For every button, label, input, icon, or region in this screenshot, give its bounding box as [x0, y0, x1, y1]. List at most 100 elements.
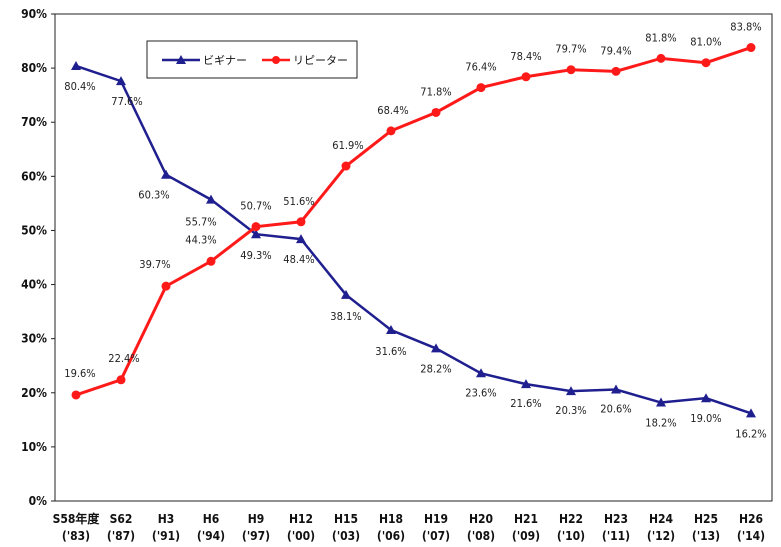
legend-marker-beginner [176, 55, 186, 64]
data-label-repeater: 51.6% [283, 195, 314, 208]
data-label-repeater: 68.4% [377, 104, 408, 117]
x-tick-sublabel: ('08) [467, 529, 495, 543]
data-label-beginner: 31.6% [375, 345, 406, 358]
data-point-beginner [71, 60, 81, 70]
x-tick-sublabel: ('87) [107, 529, 135, 543]
x-tick-label: H24 [649, 512, 674, 526]
data-label-repeater: 76.4% [465, 61, 496, 74]
data-label-beginner: 77.6% [111, 95, 142, 108]
x-tick-label: H25 [694, 512, 718, 526]
x-tick-sublabel: ('00) [287, 529, 315, 543]
x-tick-label: H23 [604, 512, 628, 526]
data-point-beginner [296, 234, 306, 244]
y-tick-label: 50% [21, 223, 47, 237]
data-label-repeater: 44.3% [185, 233, 216, 246]
data-label-repeater: 79.7% [555, 43, 586, 56]
x-tick-sublabel: ('12) [647, 529, 675, 543]
axes [51, 13, 773, 502]
data-point-repeater [341, 161, 351, 171]
data-label-repeater: 19.6% [64, 367, 95, 380]
data-point-beginner [206, 194, 216, 204]
data-point-repeater [206, 256, 216, 266]
x-tick-sublabel: ('09) [512, 529, 540, 543]
data-label-repeater: 78.4% [510, 50, 541, 63]
data-point-repeater [476, 83, 486, 93]
x-tick-label: H21 [514, 512, 538, 526]
data-label-beginner: 23.6% [465, 386, 496, 399]
x-tick-sublabel: ('06) [377, 529, 405, 543]
data-point-repeater [611, 66, 621, 76]
x-tick-sublabel: ('13) [692, 529, 720, 543]
data-point-repeater [431, 107, 441, 117]
y-tick-label: 40% [21, 278, 47, 292]
data-label-repeater: 22.4% [108, 352, 139, 365]
data-label-beginner: 38.1% [330, 310, 361, 323]
x-tick-sublabel: ('83) [62, 529, 90, 543]
data-label-beginner: 16.2% [735, 427, 766, 440]
data-point-beginner [341, 289, 351, 299]
data-label-beginner: 55.7% [185, 216, 216, 229]
data-point-repeater [701, 58, 711, 68]
data-label-beginner: 20.6% [600, 403, 631, 416]
y-tick-label: 60% [21, 169, 47, 183]
data-label-repeater: 81.0% [690, 36, 721, 49]
data-point-repeater [386, 126, 396, 136]
series-lines [75, 46, 752, 415]
data-label-beginner: 19.0% [690, 412, 721, 425]
x-tick-sublabel: ('10) [557, 529, 585, 543]
data-point-beginner [521, 379, 531, 389]
data-label-repeater: 61.9% [332, 139, 363, 152]
data-label-repeater: 39.7% [139, 258, 170, 271]
series-line-repeater [75, 46, 752, 397]
data-label-repeater: 71.8% [420, 85, 451, 98]
data-label-beginner: 21.6% [510, 397, 541, 410]
data-point-beginner [251, 229, 261, 239]
data-label-repeater: 81.8% [645, 31, 676, 44]
data-point-beginner [656, 397, 666, 407]
x-tick-sublabel: ('11) [602, 529, 630, 543]
x-tick-label: S62 [110, 512, 133, 526]
x-tick-label: H20 [469, 512, 493, 526]
data-point-repeater [746, 43, 756, 53]
y-tick-labels: 0% 10% 20% 30% 40% 50% 60% 70% 80% 90% [21, 7, 47, 508]
y-tick-label: 80% [21, 61, 47, 75]
legend-marker-repeater [272, 56, 280, 64]
data-label-repeater: 50.7% [240, 200, 271, 213]
series-line-beginner [75, 64, 752, 415]
y-tick-label: 30% [21, 332, 47, 346]
x-tick-label: H6 [203, 512, 220, 526]
legend-label-beginner: ビギナー [203, 54, 247, 67]
data-point-beginner [746, 408, 756, 418]
data-label-beginner: 20.3% [555, 404, 586, 417]
x-tick-sublabel: ('91) [152, 529, 180, 543]
data-point-beginner [701, 393, 711, 403]
x-tick-sublabel: ('97) [242, 529, 270, 543]
x-tick-sublabel: ('94) [197, 529, 225, 543]
x-tick-label: S58年度 [53, 511, 101, 526]
data-label-beginner: 18.2% [645, 417, 676, 430]
x-tick-label: H9 [248, 512, 265, 526]
x-tick-labels: S58年度 ('83) S62 ('87) H3 ('91) H6 ('94) H9 ('97) H… [53, 511, 766, 543]
data-point-beginner [611, 384, 621, 394]
y-tick-label: 70% [21, 115, 47, 129]
data-point-repeater [116, 375, 126, 385]
x-tick-label: H19 [424, 512, 448, 526]
y-tick-label: 90% [21, 7, 47, 21]
data-point-beginner [386, 325, 396, 335]
data-point-repeater [521, 72, 531, 82]
y-tick-label: 20% [21, 386, 47, 400]
x-tick-label: H18 [379, 512, 403, 526]
data-point-repeater [251, 222, 261, 232]
x-tick-label: H22 [559, 512, 583, 526]
x-tick-label: H3 [158, 512, 175, 526]
legend: ビギナー リピーター [146, 40, 358, 79]
plot-frame [54, 13, 773, 502]
y-tick-label: 0% [29, 494, 48, 508]
data-point-repeater [656, 53, 666, 63]
data-point-beginner [566, 386, 576, 396]
x-tick-sublabel: ('07) [422, 529, 450, 543]
data-label-beginner: 28.2% [420, 362, 451, 375]
data-point-repeater [566, 65, 576, 75]
data-point-repeater [71, 390, 81, 400]
